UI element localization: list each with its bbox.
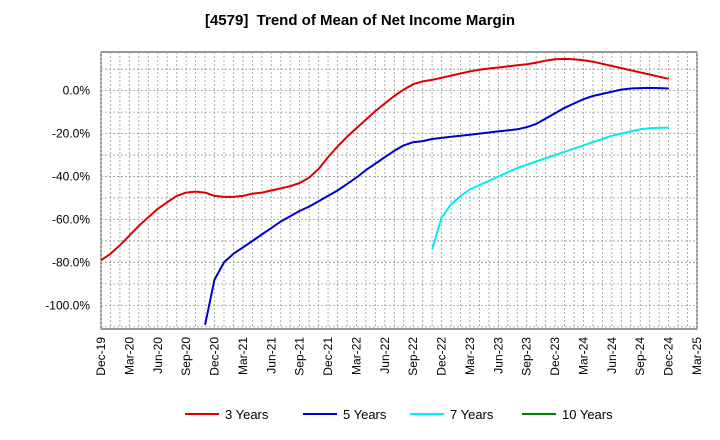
chart-title: [4579] Trend of Mean of Net Income Margi… (204, 12, 516, 29)
plot-area (100, 51, 698, 330)
x-tick-label: Dec-20 (208, 337, 222, 376)
y-tick-label: 0.0% (63, 84, 91, 98)
y-tick-label: -60.0% (52, 212, 90, 226)
x-tick-label: Jun-22 (378, 337, 392, 374)
x-tick-label: Sep-22 (406, 337, 420, 376)
x-tick-label: Mar-22 (349, 337, 363, 375)
series-line-7-years (431, 126, 669, 250)
x-tick-label: Mar-25 (690, 337, 704, 375)
x-tick-label: Mar-21 (236, 337, 250, 375)
grid (100, 51, 698, 330)
y-tick-label: -100.0% (45, 298, 90, 312)
legend: 3 Years 5 Years 7 Years 10 Years (185, 407, 613, 422)
x-tick-label: Dec-22 (435, 337, 449, 376)
x-tick-label: Sep-20 (179, 337, 193, 376)
x-tick-label: Dec-21 (321, 337, 335, 376)
legend-label: 7 Years (450, 407, 494, 422)
series-line-5-years (204, 86, 669, 325)
y-axis-ticks: 0.0% -20.0% -40.0% -60.0% -80.0% -100.0% (45, 84, 90, 313)
x-tick-label: Jun-20 (151, 337, 165, 374)
x-tick-label: Sep-21 (293, 337, 307, 376)
y-tick-label: -80.0% (52, 255, 90, 269)
x-tick-label: Mar-24 (576, 337, 590, 375)
series-line-3-years (100, 57, 669, 262)
x-tick-label: Dec-19 (94, 337, 108, 376)
legend-label: 5 Years (343, 407, 387, 422)
x-tick-label: Dec-24 (662, 337, 676, 376)
x-axis-ticks: Dec-19 Mar-20 Jun-20 Sep-20 Dec-20 Mar-21 Jun-… (94, 337, 704, 376)
x-tick-label: Mar-20 (122, 337, 136, 375)
series-lines (100, 57, 669, 325)
x-tick-label: Sep-23 (520, 337, 534, 376)
x-tick-label: Jun-24 (605, 337, 619, 374)
x-tick-label: Sep-24 (633, 337, 647, 376)
x-tick-label: Jun-21 (264, 337, 278, 374)
y-tick-label: -40.0% (52, 170, 90, 184)
x-tick-label: Dec-23 (548, 337, 562, 376)
legend-label: 3 Years (225, 407, 269, 422)
x-tick-label: Jun-23 (491, 337, 505, 374)
x-tick-label: Mar-23 (463, 337, 477, 375)
y-tick-label: -20.0% (52, 127, 90, 141)
legend-label: 10 Years (562, 407, 613, 422)
